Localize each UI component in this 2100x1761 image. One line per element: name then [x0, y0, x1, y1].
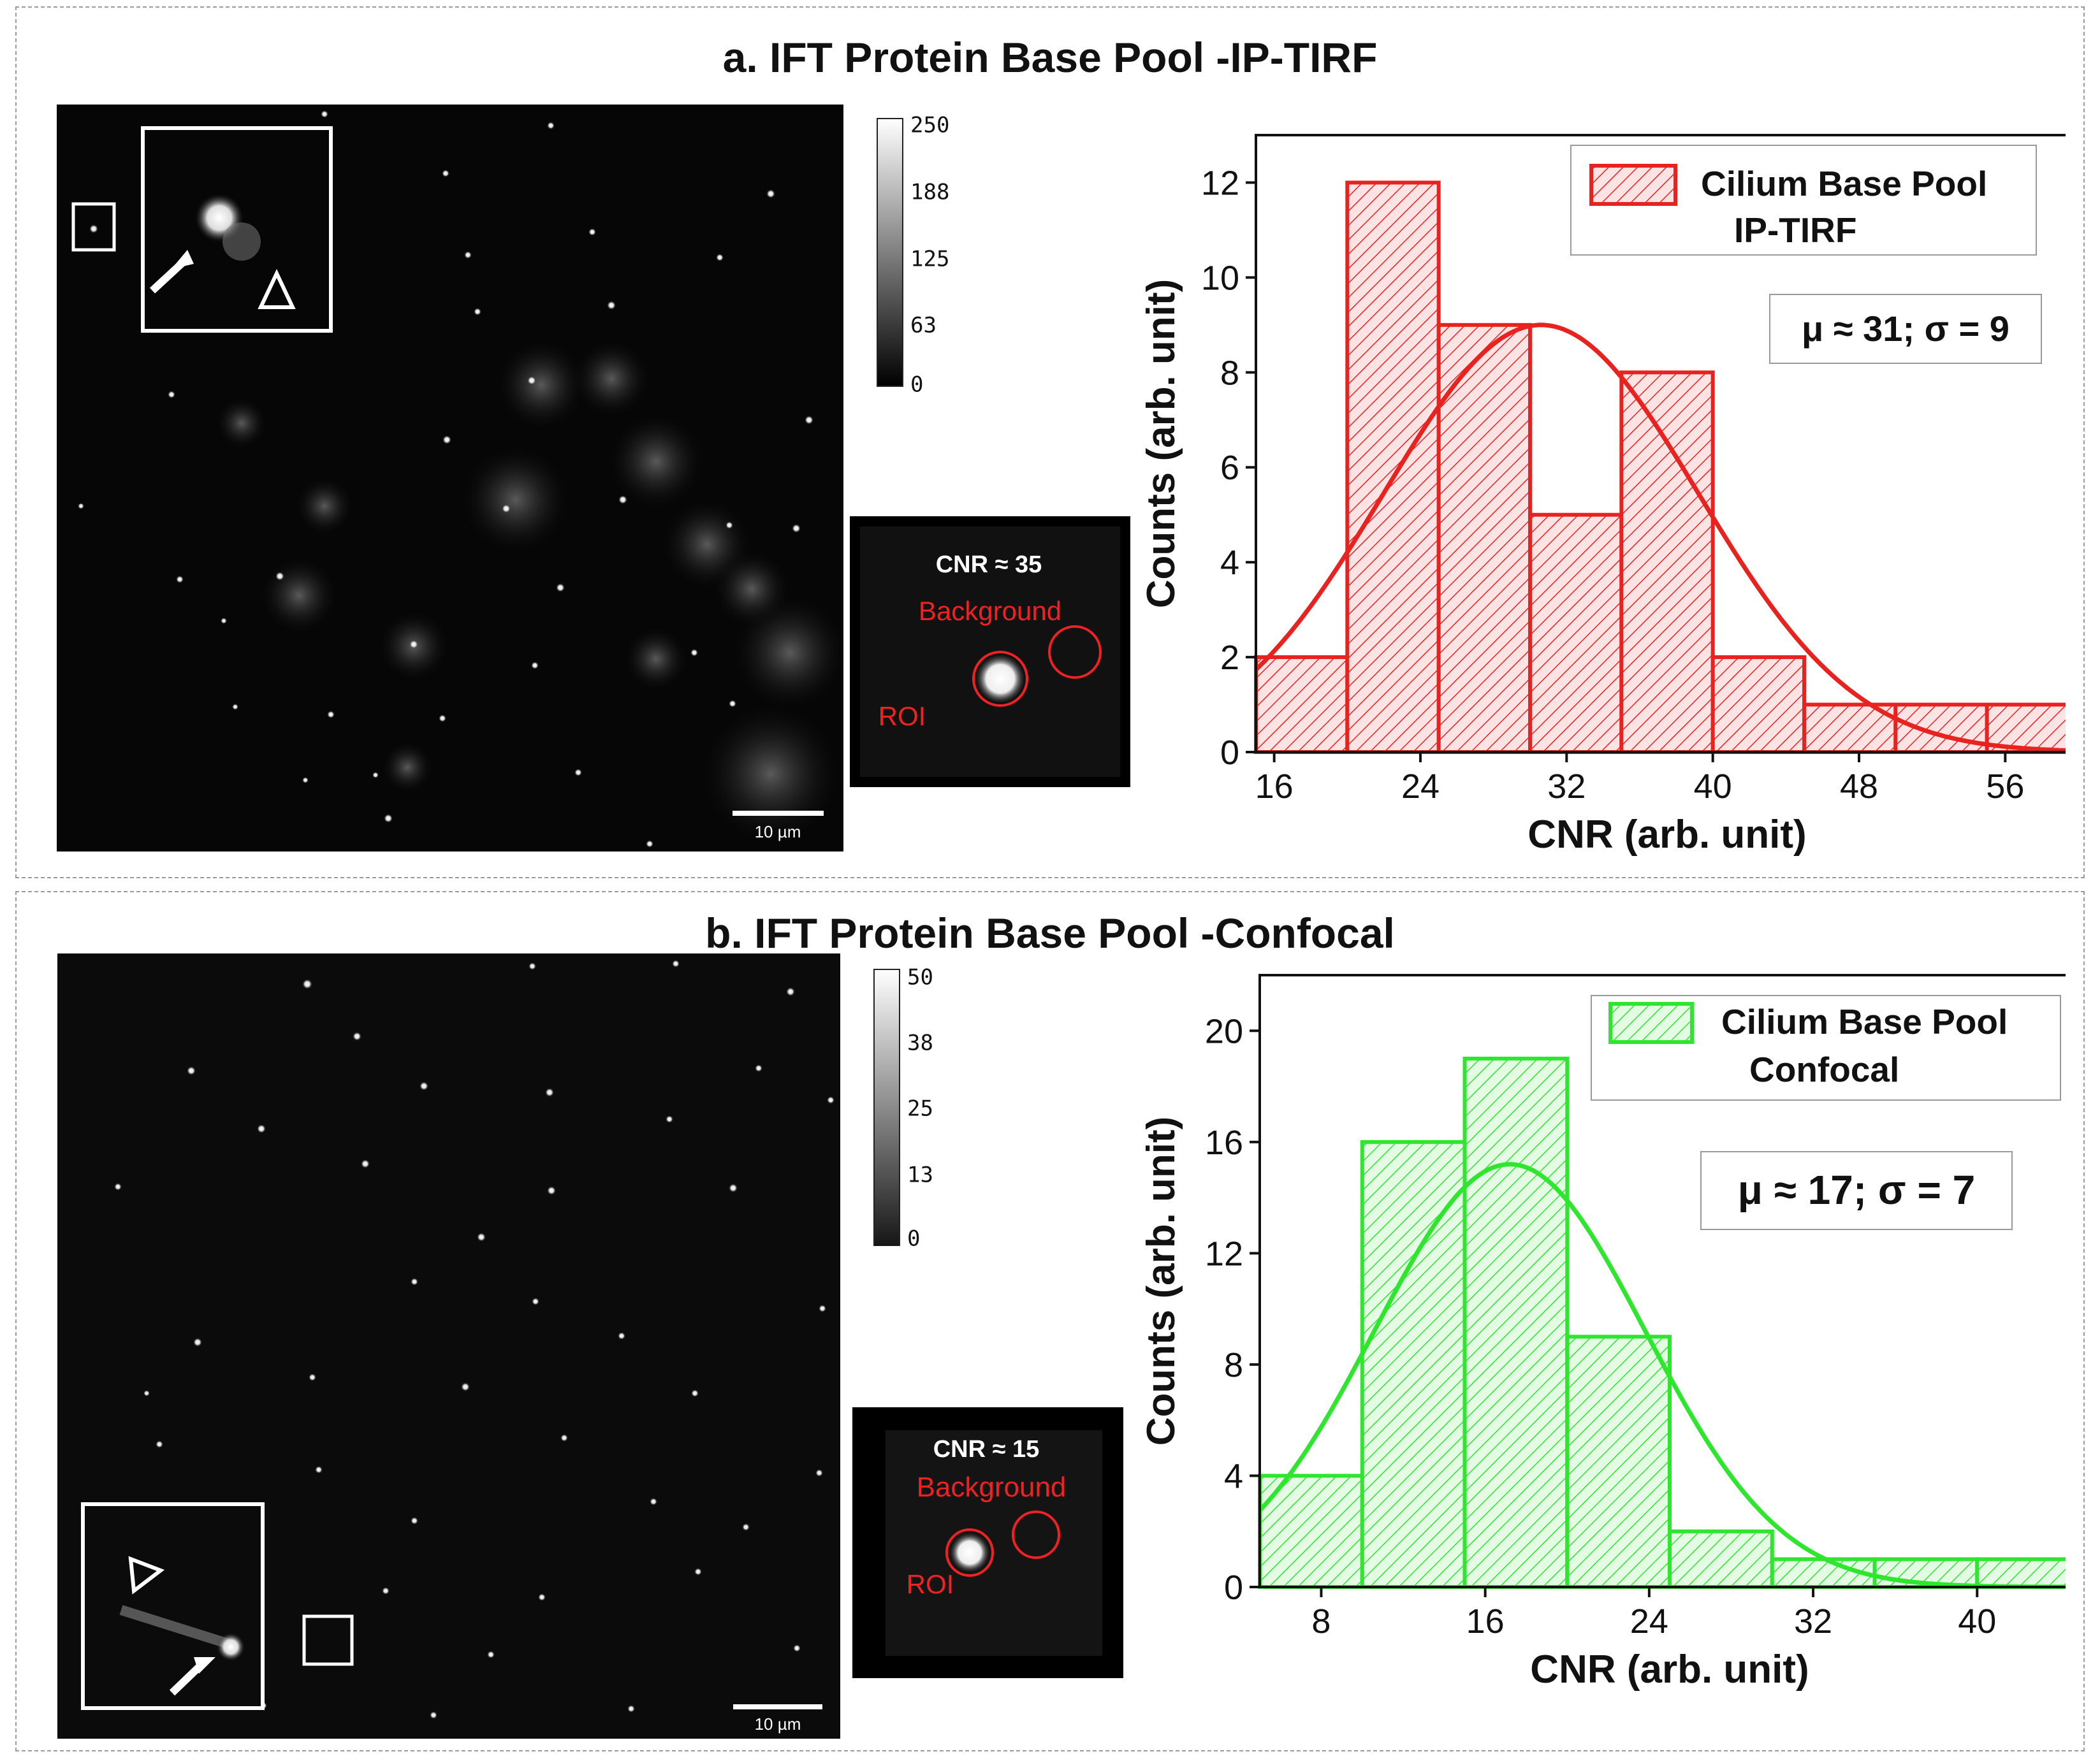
- hist-bar: [1710, 655, 1807, 754]
- legend-line1-a: Cilium Base Pool: [1701, 164, 1987, 203]
- panel-b-title: b. IFT Protein Base Pool -Confocal: [705, 909, 1395, 957]
- roi-label-a: ROI: [879, 701, 926, 731]
- x-tick-label: 24: [1401, 767, 1440, 806]
- y-tick-label: 12: [1201, 164, 1239, 202]
- micrograph-a: 10 µm: [57, 105, 843, 852]
- svg-text:50: 50: [907, 966, 933, 990]
- legend-line1-b: Cilium Base Pool: [1721, 1002, 2008, 1041]
- svg-text:10 µm: 10 µm: [755, 822, 801, 841]
- x-tick-label: 8: [1311, 1602, 1331, 1641]
- svg-text:63: 63: [910, 313, 937, 338]
- hist-bar: [1975, 1557, 2066, 1590]
- zoom-inset-a: [141, 126, 333, 333]
- cnr-label-a: CNR ≈ 35: [936, 551, 1042, 578]
- cnr-inset-b: CNR ≈ 15 Background ROI: [852, 1407, 1123, 1678]
- svg-text:μ ≈ 17; σ = 7: μ ≈ 17; σ = 7: [1738, 1167, 1975, 1213]
- colorbar-b: 50 38 25 13 0: [873, 966, 933, 1247]
- cell-blobs-a: [216, 340, 843, 844]
- panel-a-title: a. IFT Protein Base Pool -IP-TIRF: [722, 34, 1378, 81]
- scale-bar-a: 10 µm: [733, 811, 824, 841]
- y-tick-label: 4: [1224, 1457, 1243, 1495]
- x-tick-label: 40: [1958, 1602, 1996, 1641]
- svg-text:0: 0: [910, 372, 923, 396]
- x-tick-label: 32: [1794, 1602, 1832, 1641]
- y-tick-label: 2: [1220, 639, 1239, 677]
- y-tick-label: 20: [1205, 1012, 1243, 1050]
- y-tick-label: 6: [1220, 449, 1239, 487]
- axes-frame: [1258, 974, 2066, 1588]
- x-axis-label: CNR (arb. unit): [1528, 813, 1806, 857]
- gaussian-fit-curve: [1254, 322, 2066, 753]
- legend-swatch-a: [1589, 164, 1677, 206]
- x-tick-label: 48: [1840, 767, 1878, 806]
- background-circle-a: [1048, 625, 1102, 679]
- histogram-b: 8 16 24 32 40 0 4 8 12 16 20 CNR (arb. unit) Counts …: [1139, 974, 2066, 1692]
- hist-bar: [1619, 370, 1715, 754]
- y-axis-label: Counts (arb. unit): [1139, 279, 1183, 609]
- hist-bar: [1462, 1056, 1570, 1589]
- y-tick-label: 10: [1201, 259, 1239, 297]
- background-label-a: Background: [919, 596, 1061, 626]
- gaussian-fit-curve: [1258, 1162, 2066, 1590]
- svg-text:25: 25: [907, 1096, 933, 1122]
- legend-line2-a: IP-TIRF: [1734, 210, 1856, 250]
- roi-circle-b: [945, 1528, 994, 1577]
- scale-bar-b: 10 µm: [733, 1704, 822, 1734]
- zoom-inset-b: [81, 1502, 265, 1710]
- svg-text:38: 38: [907, 1031, 933, 1056]
- hist-bar: [1565, 1335, 1672, 1589]
- legend-a: Cilium Base Pool IP-TIRF: [1570, 145, 2037, 256]
- inset-source-box-a: [71, 202, 116, 252]
- inset-source-box-b: [302, 1614, 354, 1666]
- background-circle-b: [1012, 1511, 1060, 1559]
- y-tick-label: 16: [1205, 1124, 1243, 1162]
- hist-bar: [1254, 655, 1350, 754]
- y-axis-label: Counts (arb. unit): [1139, 1117, 1183, 1446]
- svg-text:13: 13: [907, 1163, 933, 1188]
- x-tick-label: 32: [1547, 767, 1586, 806]
- x-tick-label: 56: [1986, 767, 2024, 806]
- hist-bar: [1668, 1529, 1774, 1590]
- y-tick-label: 12: [1205, 1235, 1243, 1273]
- axes-frame: [1255, 134, 2066, 753]
- cnr-label-b: CNR ≈ 15: [933, 1436, 1040, 1463]
- legend-b: Cilium Base Pool Confocal: [1591, 995, 2061, 1101]
- svg-text:0: 0: [907, 1226, 920, 1247]
- hist-bar: [1436, 322, 1532, 755]
- x-tick-label: 24: [1630, 1602, 1668, 1641]
- y-tick-label: 4: [1220, 544, 1239, 582]
- roi-circle-a: [972, 651, 1028, 707]
- roi-label-b: ROI: [907, 1569, 954, 1599]
- hist-bar: [1345, 180, 1441, 754]
- y-tick-label: 0: [1220, 734, 1239, 772]
- cnr-inset-a: CNR ≈ 35 Background ROI: [850, 516, 1130, 787]
- legend-swatch-b: [1608, 1002, 1694, 1044]
- stats-box-a: μ ≈ 31; σ = 9: [1769, 294, 2042, 364]
- svg-text:125: 125: [910, 247, 949, 272]
- y-tick-label: 8: [1224, 1346, 1243, 1384]
- hist-bar: [1360, 1140, 1467, 1589]
- micrograph-b: 10 µm: [57, 953, 840, 1739]
- hist-bar: [1258, 1474, 1364, 1589]
- svg-text:μ ≈ 31; σ = 9: μ ≈ 31; σ = 9: [1802, 308, 2009, 349]
- background-label-b: Background: [917, 1472, 1067, 1503]
- stats-box-b: μ ≈ 17; σ = 7: [1700, 1151, 2013, 1230]
- triangle-marker-icon: [258, 268, 296, 309]
- hist-bar: [1893, 702, 1989, 754]
- x-tick-label: 16: [1466, 1602, 1505, 1641]
- svg-text:250: 250: [910, 115, 949, 138]
- svg-text:10 µm: 10 µm: [755, 1714, 801, 1734]
- triangle-marker-icon: [128, 1556, 165, 1595]
- y-tick-label: 8: [1220, 354, 1239, 392]
- y-tick-label: 0: [1224, 1569, 1243, 1607]
- hist-bar: [1528, 512, 1624, 754]
- colorbar-a: 250 188 125 63 0: [877, 115, 949, 396]
- svg-text:188: 188: [910, 180, 949, 205]
- x-tick-label: 16: [1255, 767, 1294, 806]
- x-axis-label: CNR (arb. unit): [1530, 1648, 1809, 1692]
- x-tick-label: 40: [1694, 767, 1732, 806]
- legend-line2-b: Confocal: [1749, 1050, 1899, 1089]
